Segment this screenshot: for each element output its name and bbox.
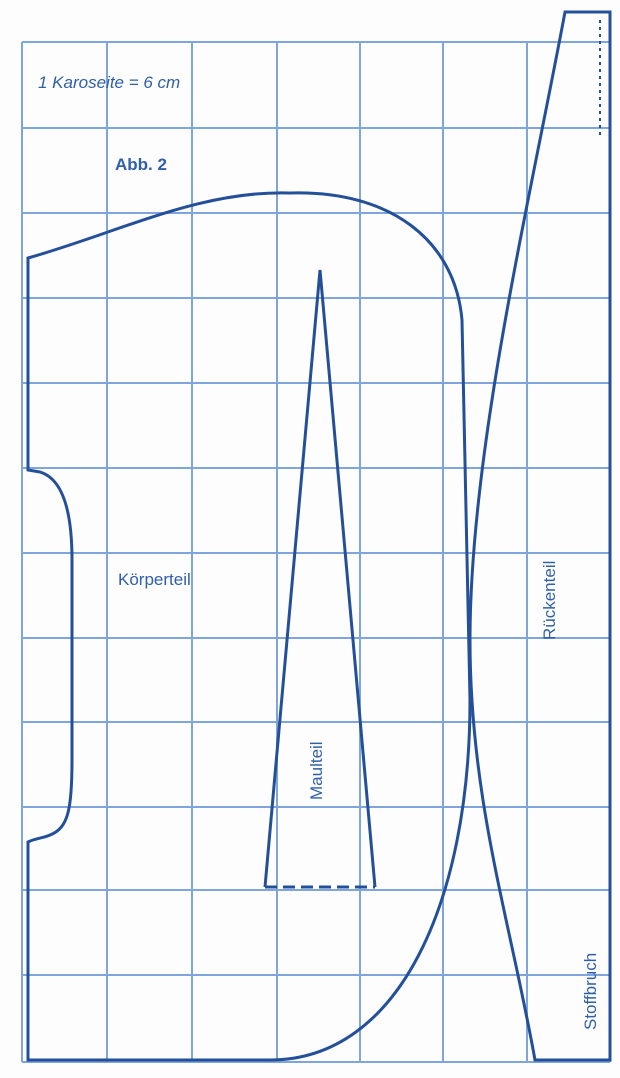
piece-label: Körperteil: [118, 570, 191, 589]
figure-label: Abb. 2: [115, 155, 167, 174]
piece-label: Maulteil: [307, 741, 326, 800]
mouth-piece-outline: [263, 269, 377, 888]
back-piece-outline: [468, 10, 612, 1062]
body-piece-outline: [26, 191, 472, 1062]
fold-label: Stoffbruch: [581, 953, 600, 1030]
scale-note: 1 Karoseite = 6 cm: [38, 73, 180, 92]
piece-label: Rückenteil: [540, 561, 559, 640]
